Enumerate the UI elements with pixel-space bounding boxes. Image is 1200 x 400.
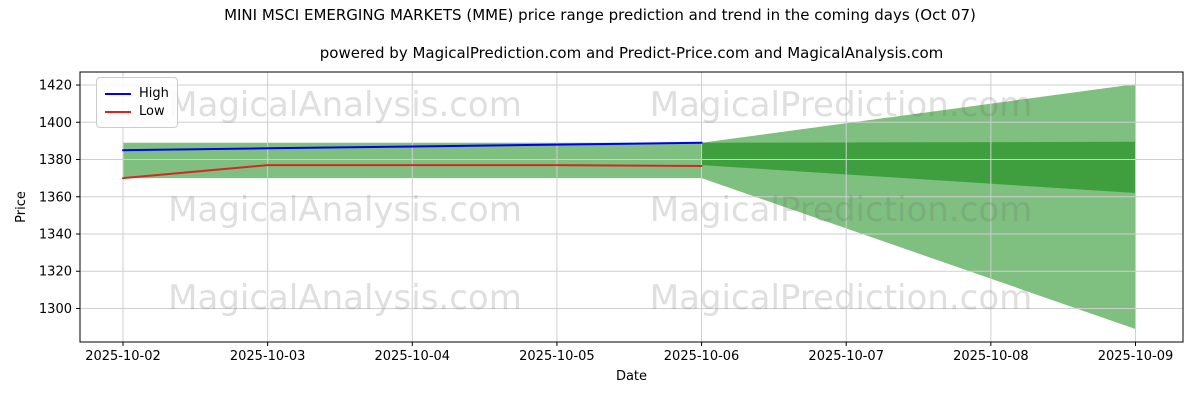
x-tick-label: 2025-10-03	[230, 349, 306, 364]
price-axis-label: Price	[14, 191, 29, 223]
watermark-text: MagicalPrediction.com	[650, 278, 1033, 318]
legend-label-low: Low	[139, 103, 165, 119]
y-tick-label: 1360	[39, 190, 72, 205]
high-line	[122, 141, 703, 152]
date-axis-label: Date	[615, 369, 648, 384]
y-tick-label: 1300	[39, 302, 72, 317]
x-tick-label: 2025-10-05	[519, 349, 595, 364]
legend-item-low: Low	[105, 103, 169, 120]
y-tick-label: 1340	[39, 228, 72, 243]
y-tick-label: 1320	[39, 265, 72, 280]
x-tick-label: 2025-10-09	[1098, 349, 1174, 364]
chart-subtitle: powered by MagicalPrediction.com and Pre…	[319, 44, 944, 62]
forecast-fan-lower	[701, 141, 1136, 329]
low-line-swatch	[105, 110, 131, 113]
legend: High Low	[96, 77, 178, 128]
watermark-text: MagicalAnalysis.com	[168, 278, 522, 318]
chart-title: MINI MSCI EMERGING MARKETS (MME) price r…	[224, 6, 976, 24]
forecast-fan-upper	[701, 84, 1136, 193]
x-tick-label: 2025-10-06	[664, 349, 740, 364]
x-tick-label: 2025-10-04	[375, 349, 451, 364]
watermark-text: MagicalAnalysis.com	[168, 85, 522, 125]
y-tick-label: 1380	[39, 153, 72, 168]
plot-border	[79, 71, 1184, 343]
x-tick-label: 2025-10-08	[953, 349, 1029, 364]
y-tick-label: 1400	[39, 116, 72, 131]
high-line-swatch	[105, 92, 131, 95]
watermark-text: MagicalPrediction.com	[650, 190, 1033, 230]
low-line	[122, 164, 703, 180]
legend-label-high: High	[139, 85, 169, 101]
x-tick-label: 2025-10-02	[85, 349, 161, 364]
legend-item-high: High	[105, 85, 169, 102]
y-tick-label: 1420	[39, 79, 72, 94]
watermark-text: MagicalPrediction.com	[650, 85, 1033, 125]
watermark-text: MagicalAnalysis.com	[168, 190, 522, 230]
x-tick-label: 2025-10-07	[808, 349, 884, 364]
